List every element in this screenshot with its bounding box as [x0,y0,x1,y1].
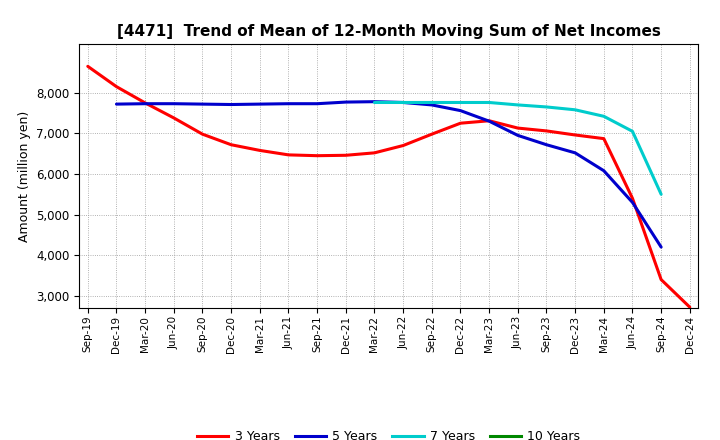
7 Years [628,128,636,134]
3 Years [513,125,522,131]
7 Years [542,104,551,110]
7 Years [657,192,665,197]
7 Years [600,114,608,119]
Line: 3 Years: 3 Years [88,66,690,307]
7 Years [513,102,522,107]
3 Years [312,153,321,158]
5 Years [341,99,350,105]
5 Years [227,102,235,107]
5 Years [600,168,608,173]
5 Years [399,100,408,105]
3 Years [657,277,665,282]
3 Years [84,64,92,69]
5 Years [428,102,436,107]
Y-axis label: Amount (million yen): Amount (million yen) [17,110,30,242]
3 Years [542,128,551,134]
3 Years [399,143,408,148]
5 Years [542,142,551,147]
5 Years [485,118,493,124]
5 Years [112,102,121,107]
7 Years [571,107,580,113]
7 Years [428,100,436,105]
Line: 7 Years: 7 Years [374,103,661,194]
3 Years [600,136,608,141]
3 Years [571,132,580,138]
3 Years [456,121,465,126]
7 Years [399,100,408,105]
5 Years [284,101,293,106]
5 Years [256,102,264,107]
Title: [4471]  Trend of Mean of 12-Month Moving Sum of Net Incomes: [4471] Trend of Mean of 12-Month Moving … [117,24,661,39]
7 Years [485,100,493,105]
3 Years [341,153,350,158]
5 Years [198,102,207,107]
3 Years [685,304,694,310]
5 Years [141,101,150,106]
3 Years [227,142,235,147]
5 Years [169,101,178,106]
5 Years [513,133,522,138]
5 Years [571,150,580,155]
7 Years [456,100,465,105]
3 Years [628,196,636,201]
3 Years [141,100,150,106]
5 Years [456,108,465,113]
3 Years [169,115,178,121]
5 Years [312,101,321,106]
3 Years [370,150,379,155]
5 Years [628,200,636,205]
5 Years [370,99,379,104]
3 Years [485,118,493,123]
3 Years [198,132,207,137]
3 Years [256,148,264,153]
5 Years [657,245,665,250]
Legend: 3 Years, 5 Years, 7 Years, 10 Years: 3 Years, 5 Years, 7 Years, 10 Years [192,425,585,440]
Line: 5 Years: 5 Years [117,102,661,247]
7 Years [370,100,379,105]
3 Years [284,152,293,158]
3 Years [428,132,436,137]
3 Years [112,84,121,89]
